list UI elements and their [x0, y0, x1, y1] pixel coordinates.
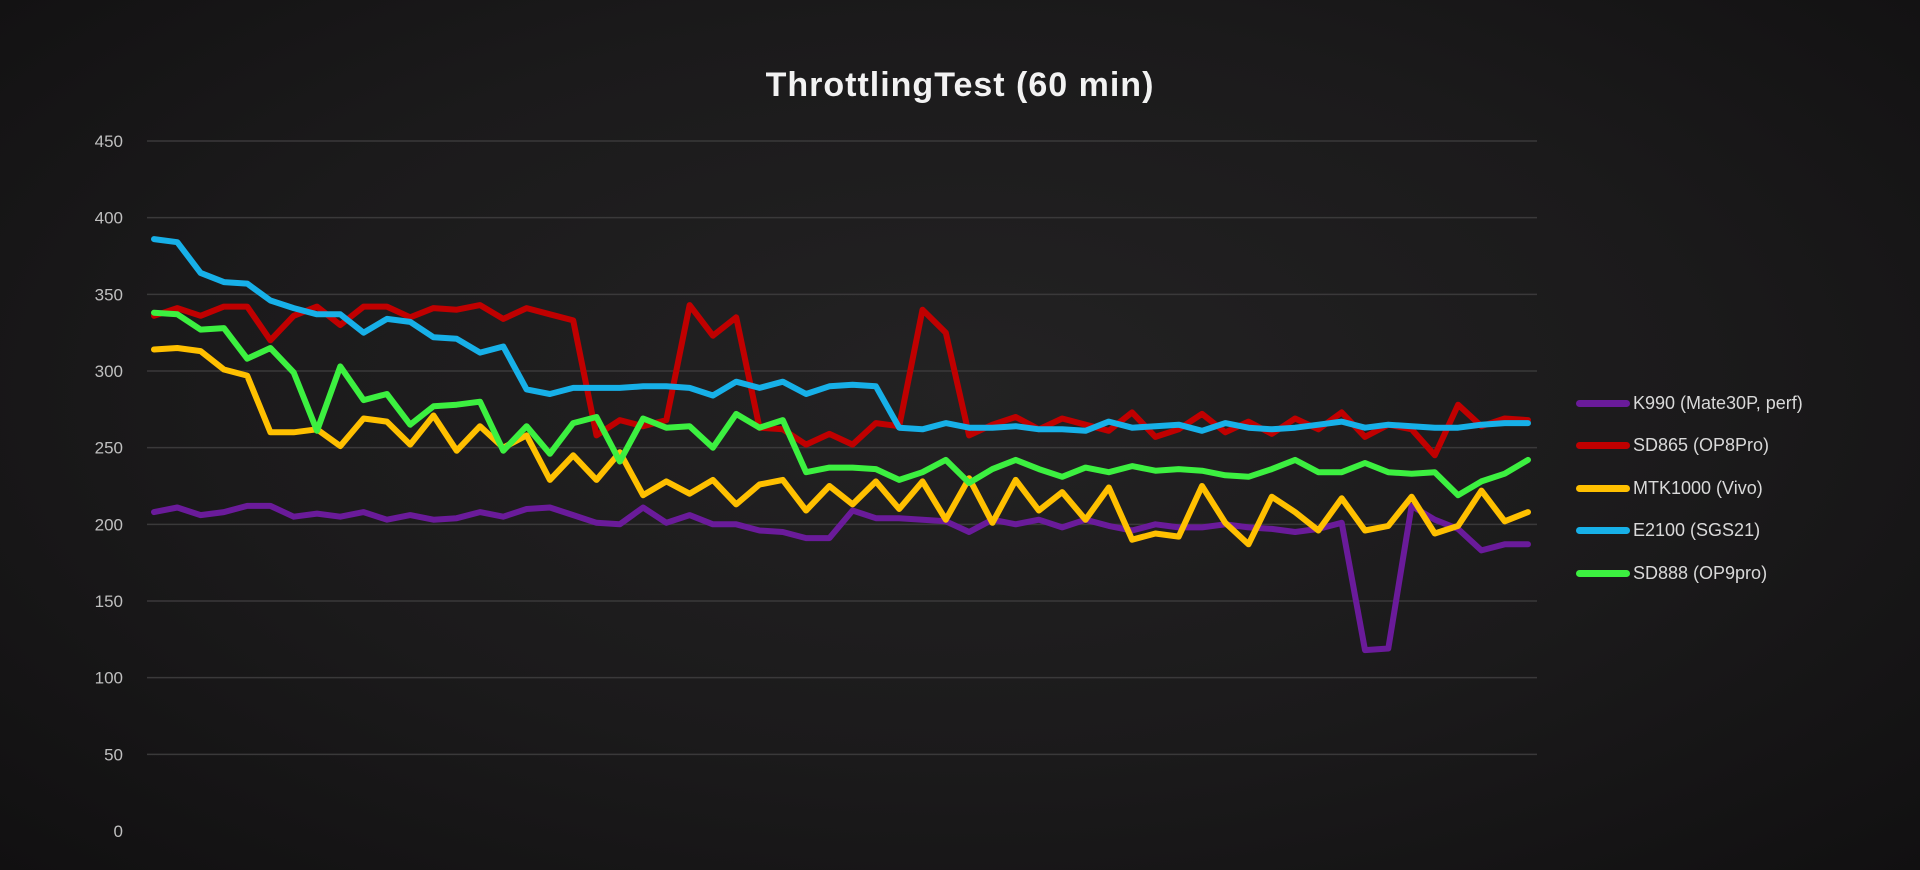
legend-item-e2100: E2100 (SGS21) — [1576, 510, 1803, 553]
chart-title: ThrottlingTest (60 min) — [765, 66, 1155, 104]
legend-label: SD888 (OP9pro) — [1633, 562, 1768, 583]
y-tick-label: 400 — [95, 209, 123, 228]
legend-label: E2100 (SGS21) — [1633, 520, 1761, 541]
legend-label: MTK1000 (Vivo) — [1633, 477, 1763, 498]
legend-item-mtk1000: MTK1000 (Vivo) — [1576, 467, 1803, 510]
legend-swatch — [1576, 527, 1630, 535]
gridlines — [147, 140, 1537, 756]
legend-swatch — [1576, 484, 1630, 492]
y-tick-label: 50 — [104, 745, 123, 764]
y-tick-label: 150 — [95, 592, 123, 611]
y-axis-ticks: 0 50 100 150 200 250 300 350 400 450 — [95, 132, 123, 841]
legend-item-k990: K990 (Mate30P, perf) — [1576, 382, 1803, 425]
y-tick-label: 450 — [95, 132, 123, 151]
legend-swatch — [1576, 399, 1630, 407]
y-tick-label: 250 — [95, 439, 123, 458]
series-line-sd865 — [151, 302, 1531, 459]
series-line-sd888 — [151, 309, 1531, 499]
legend: K990 (Mate30P, perf) SD865 (OP8Pro) MTK1… — [1576, 382, 1803, 595]
legend-swatch — [1576, 442, 1630, 450]
series-line-e2100 — [151, 236, 1531, 434]
y-tick-label: 0 — [114, 822, 123, 841]
y-tick-label: 100 — [95, 669, 123, 688]
series-line-k990 — [151, 502, 1531, 654]
series-line-mtk1000 — [151, 345, 1531, 548]
series-lines — [151, 236, 1531, 654]
legend-item-sd865: SD865 (OP8Pro) — [1576, 425, 1803, 468]
legend-label: K990 (Mate30P, perf) — [1633, 392, 1803, 413]
y-tick-label: 350 — [95, 285, 123, 304]
legend-item-sd888: SD888 (OP9pro) — [1576, 552, 1803, 595]
legend-label: SD865 (OP8Pro) — [1633, 435, 1770, 456]
y-tick-label: 300 — [95, 362, 123, 381]
legend-swatch — [1576, 569, 1630, 577]
y-tick-label: 200 — [95, 515, 123, 534]
